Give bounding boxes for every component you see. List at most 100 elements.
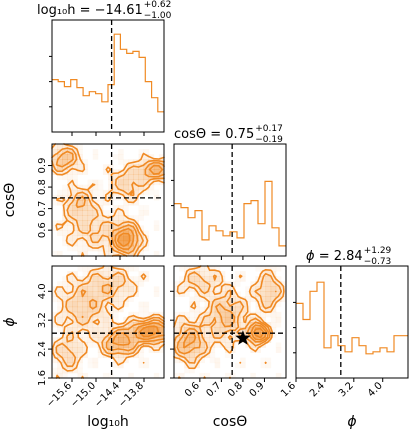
density-cell <box>270 327 277 333</box>
density-cell <box>265 306 272 313</box>
density-cell <box>123 337 129 343</box>
density-cell <box>108 342 114 348</box>
density-cell <box>97 322 104 328</box>
density-cell <box>102 271 109 277</box>
density-cell <box>174 357 180 364</box>
x-tick-label-costheta: 0.7 <box>204 380 223 399</box>
density-cell <box>128 184 134 191</box>
density-cell <box>87 281 94 287</box>
density-cell <box>123 179 129 186</box>
density-cell <box>138 271 145 277</box>
density-cell <box>87 245 94 252</box>
density-cell <box>189 367 195 374</box>
density-cell <box>153 159 160 165</box>
density-cell <box>250 372 256 379</box>
density-cell <box>67 174 73 181</box>
density-cell <box>67 220 73 226</box>
density-cell <box>118 301 124 308</box>
density-cell <box>199 291 205 297</box>
density-cell <box>62 352 68 359</box>
density-cell <box>77 281 83 287</box>
density-cell <box>52 154 58 160</box>
x-tick-label-phi: 1.6 <box>279 380 298 399</box>
density-cell <box>82 372 89 379</box>
density-cell <box>235 281 241 287</box>
density-cell <box>270 296 277 303</box>
density-cell <box>179 347 185 353</box>
density-cell <box>82 225 89 231</box>
density-cell <box>133 169 139 175</box>
density-cell <box>92 240 99 247</box>
density-cell <box>250 281 256 287</box>
density-cell <box>118 230 124 237</box>
density-cell <box>219 271 226 277</box>
density-cell <box>87 286 94 292</box>
density-cell <box>199 286 205 292</box>
density-cell <box>174 322 180 328</box>
density-cell <box>82 210 89 216</box>
density-cell <box>108 337 114 343</box>
density-cell <box>82 169 89 175</box>
density-cell <box>250 296 256 303</box>
density-cell <box>62 286 68 292</box>
density-cell <box>77 296 83 303</box>
density-cell <box>275 281 282 287</box>
density-cell <box>255 306 261 313</box>
density-cell <box>82 332 89 338</box>
density-cell <box>108 276 114 282</box>
density-cell <box>219 286 226 292</box>
density-cell <box>102 230 109 237</box>
density-cell <box>92 337 99 343</box>
y-tick-label-costheta: 0.8 <box>37 179 48 195</box>
density-cell <box>67 286 73 292</box>
density-cell <box>204 311 211 318</box>
density-cell <box>128 276 134 282</box>
density-cell <box>57 189 63 196</box>
density-cell <box>143 184 150 191</box>
density-cell <box>235 327 241 333</box>
density-cell <box>118 286 124 292</box>
density-cell <box>153 327 160 333</box>
density-cell <box>113 327 119 333</box>
density-cell <box>108 372 114 379</box>
density-cell <box>113 286 119 292</box>
density-cell <box>97 189 104 196</box>
density-cell <box>260 266 267 272</box>
density-cell <box>97 271 104 277</box>
density-cell <box>260 316 267 323</box>
density-cell <box>128 215 134 221</box>
density-cell <box>245 291 251 297</box>
density-cell <box>260 327 267 333</box>
density-cell <box>77 347 83 353</box>
density-cell <box>92 220 99 226</box>
density-cell <box>108 296 114 303</box>
density-cell <box>240 362 246 369</box>
density-cell <box>72 276 78 282</box>
density-cell <box>133 184 139 191</box>
density-cell <box>260 322 267 328</box>
density-cell <box>199 271 205 277</box>
density-cell <box>113 194 119 201</box>
density-cell <box>72 362 78 369</box>
density-cell <box>77 164 83 170</box>
density-cell <box>189 332 195 338</box>
density-cell <box>224 352 231 359</box>
density-cell <box>194 286 200 292</box>
density-cell <box>265 362 272 369</box>
density-cell <box>230 372 236 379</box>
density-cell <box>235 291 241 297</box>
density-cell <box>255 332 261 338</box>
density-cell <box>108 164 114 170</box>
density-cell <box>138 230 145 237</box>
density-cell <box>62 372 68 379</box>
density-cell <box>128 337 134 343</box>
density-cell <box>62 205 68 211</box>
density-cell <box>143 271 150 277</box>
density-cell <box>82 205 89 211</box>
density-cell <box>108 169 114 175</box>
density-cell <box>108 184 114 191</box>
density-cell <box>194 332 200 338</box>
x-tick-label-log10h: −15.6 <box>45 380 74 409</box>
density-cell <box>97 291 104 297</box>
density-cell <box>62 144 68 150</box>
